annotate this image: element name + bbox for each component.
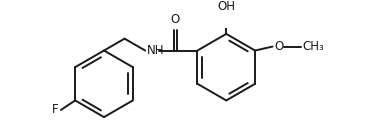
- Text: CH₃: CH₃: [303, 40, 325, 53]
- Text: O: O: [274, 40, 283, 53]
- Text: O: O: [170, 13, 180, 26]
- Text: NH: NH: [147, 44, 164, 57]
- Text: OH: OH: [217, 0, 235, 13]
- Text: F: F: [52, 103, 59, 116]
